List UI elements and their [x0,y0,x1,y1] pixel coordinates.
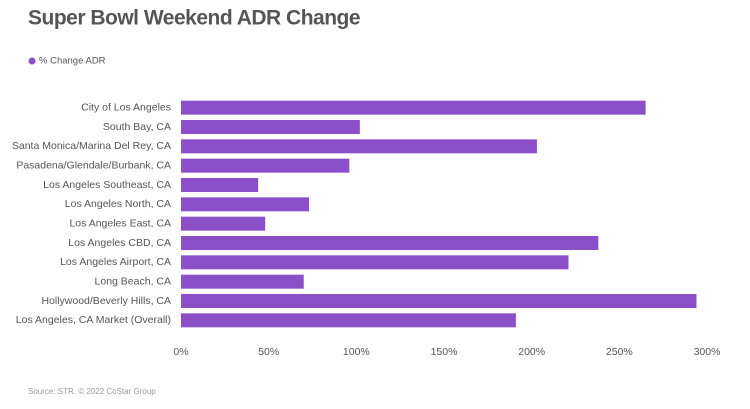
y-tick-label: Santa Monica/Marina Del Rey, CA [12,140,171,152]
bar [181,197,309,212]
bar [181,100,646,115]
bar [181,255,569,270]
y-tick-label: Los Angeles CBD, CA [68,237,171,249]
y-tick-label: Los Angeles East, CA [69,217,171,229]
y-tick-label: South Bay, CA [103,121,171,133]
y-tick-label: Los Angeles Airport, CA [60,256,171,268]
source-note: Source: STR. © 2022 CoStar Group [28,387,156,396]
x-tick-label: 200% [518,346,545,358]
y-tick-label: Long Beach, CA [95,275,171,287]
y-tick-label: Hollywood/Beverly Hills, CA [41,295,171,307]
legend-swatch [28,57,36,65]
y-tick-label: Los Angeles, CA Market (Overall) [16,314,171,326]
bar [181,274,304,289]
bar [181,158,350,173]
bar [181,236,599,250]
x-tick-label: 150% [431,346,458,358]
x-tick-label: 50% [258,346,279,358]
bar [181,294,697,308]
y-tick-label: Los Angeles North, CA [65,198,171,210]
x-tick-label: 300% [694,346,721,358]
legend-label: % Change ADR [39,56,106,67]
y-tick-label: Los Angeles Southeast, CA [43,179,171,191]
bar [181,120,360,134]
chart-title: Super Bowl Weekend ADR Change [28,7,360,30]
y-tick-label: City of Los Angeles [81,101,171,113]
x-tick-label: 0% [173,346,188,358]
y-tick-label: Pasadena/Glendale/Burbank, CA [16,159,171,171]
bar [181,178,259,192]
x-tick-label: 100% [343,346,370,358]
bar [181,216,266,231]
x-tick-label: 250% [606,346,633,358]
bar [181,139,537,154]
bar [181,313,516,328]
